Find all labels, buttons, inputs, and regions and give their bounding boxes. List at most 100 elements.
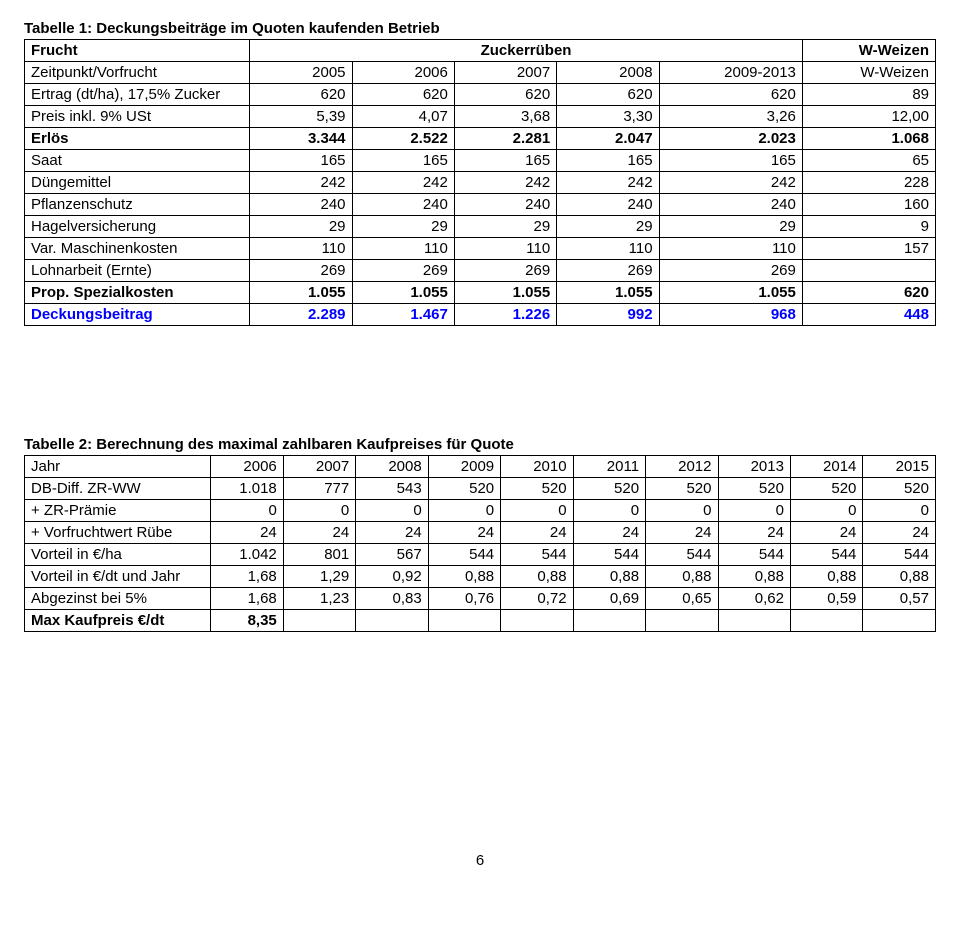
row-value: 2.023 (659, 128, 802, 150)
row-value: 165 (352, 150, 454, 172)
t2-h-c2: 2007 (283, 456, 355, 478)
row-value: 0 (428, 500, 500, 522)
row-value (646, 610, 718, 632)
row-value: 544 (501, 544, 573, 566)
row-value: 620 (250, 84, 352, 106)
row-value: 620 (659, 84, 802, 106)
t1-h2-c6: W-Weizen (802, 62, 935, 84)
table-row: Vorteil in €/dt und Jahr1,681,290,920,88… (25, 566, 936, 588)
row-value: 620 (802, 282, 935, 304)
t1-h1-zuckerrueben: Zuckerrüben (250, 40, 803, 62)
table-row: DB-Diff. ZR-WW1.018777543520520520520520… (25, 478, 936, 500)
row-value: 242 (250, 172, 352, 194)
row-value: 29 (659, 216, 802, 238)
table1-header1: Frucht Zuckerrüben W-Weizen (25, 40, 936, 62)
row-value: 240 (557, 194, 659, 216)
row-value: 1.018 (211, 478, 283, 500)
row-value: 0 (718, 500, 790, 522)
table-row: Düngemittel242242242242242228 (25, 172, 936, 194)
row-label: Vorteil in €/dt und Jahr (25, 566, 211, 588)
row-label: Prop. Spezialkosten (25, 282, 250, 304)
row-value: 165 (557, 150, 659, 172)
t2-h-c5: 2010 (501, 456, 573, 478)
row-value: 240 (352, 194, 454, 216)
row-value: 544 (790, 544, 862, 566)
row-label: Abgezinst bei 5% (25, 588, 211, 610)
row-value: 29 (557, 216, 659, 238)
table2: Jahr 2006 2007 2008 2009 2010 2011 2012 … (24, 455, 936, 632)
row-value (863, 610, 936, 632)
row-value: 3,30 (557, 106, 659, 128)
row-value: 1.042 (211, 544, 283, 566)
row-label: Lohnarbeit (Ernte) (25, 260, 250, 282)
row-value: 520 (573, 478, 645, 500)
row-value: 24 (283, 522, 355, 544)
table-row: Var. Maschinenkosten110110110110110157 (25, 238, 936, 260)
row-value: 0 (211, 500, 283, 522)
row-value: 0 (283, 500, 355, 522)
row-label: Hagelversicherung (25, 216, 250, 238)
row-value: 620 (557, 84, 659, 106)
row-value: 24 (356, 522, 428, 544)
row-value: 269 (250, 260, 352, 282)
row-value: 89 (802, 84, 935, 106)
row-value: 2.522 (352, 128, 454, 150)
row-label: Pflanzenschutz (25, 194, 250, 216)
row-value: 1.055 (352, 282, 454, 304)
row-value: 3.344 (250, 128, 352, 150)
row-label: Saat (25, 150, 250, 172)
row-label: Erlös (25, 128, 250, 150)
row-value: 24 (863, 522, 936, 544)
row-value: 3,26 (659, 106, 802, 128)
row-value: 1.055 (250, 282, 352, 304)
row-value: 240 (659, 194, 802, 216)
t2-h-c7: 2012 (646, 456, 718, 478)
row-value (718, 610, 790, 632)
row-label: Var. Maschinenkosten (25, 238, 250, 260)
table-row: Lohnarbeit (Ernte)269269269269269 (25, 260, 936, 282)
row-label: Max Kaufpreis €/dt (25, 610, 211, 632)
row-value: 0 (501, 500, 573, 522)
table2-header: Jahr 2006 2007 2008 2009 2010 2011 2012 … (25, 456, 936, 478)
row-value: 8,35 (211, 610, 283, 632)
row-value: 24 (573, 522, 645, 544)
row-value (356, 610, 428, 632)
row-value: 620 (352, 84, 454, 106)
row-value: 992 (557, 304, 659, 326)
table1-header2: Zeitpunkt/Vorfrucht 2005 2006 2007 2008 … (25, 62, 936, 84)
t1-h1-wweizen: W-Weizen (802, 40, 935, 62)
table-row: + Vorfruchtwert Rübe24242424242424242424 (25, 522, 936, 544)
row-value (802, 260, 935, 282)
row-value: 110 (250, 238, 352, 260)
row-value: 242 (557, 172, 659, 194)
table1: Frucht Zuckerrüben W-Weizen Zeitpunkt/Vo… (24, 39, 936, 326)
row-value: 165 (250, 150, 352, 172)
t2-h-c9: 2014 (790, 456, 862, 478)
row-value: 0 (356, 500, 428, 522)
row-value: 240 (454, 194, 556, 216)
row-value: 29 (454, 216, 556, 238)
row-value: 544 (428, 544, 500, 566)
row-value: 0,88 (863, 566, 936, 588)
row-value: 1.467 (352, 304, 454, 326)
row-value: 520 (863, 478, 936, 500)
table-row: Pflanzenschutz240240240240240160 (25, 194, 936, 216)
row-value: 24 (646, 522, 718, 544)
table-row: Prop. Spezialkosten1.0551.0551.0551.0551… (25, 282, 936, 304)
table-row: Preis inkl. 9% USt5,394,073,683,303,2612… (25, 106, 936, 128)
row-value: 9 (802, 216, 935, 238)
row-value: 0,88 (646, 566, 718, 588)
row-value (790, 610, 862, 632)
row-value: 110 (352, 238, 454, 260)
t2-h-c8: 2013 (718, 456, 790, 478)
row-value: 65 (802, 150, 935, 172)
row-value: 520 (646, 478, 718, 500)
t1-h2-c4: 2008 (557, 62, 659, 84)
t1-h2-c0: Zeitpunkt/Vorfrucht (25, 62, 250, 84)
row-value: 269 (352, 260, 454, 282)
row-value: 0 (863, 500, 936, 522)
row-label: + Vorfruchtwert Rübe (25, 522, 211, 544)
row-label: Vorteil in €/ha (25, 544, 211, 566)
row-value: 0 (646, 500, 718, 522)
t1-h2-c2: 2006 (352, 62, 454, 84)
